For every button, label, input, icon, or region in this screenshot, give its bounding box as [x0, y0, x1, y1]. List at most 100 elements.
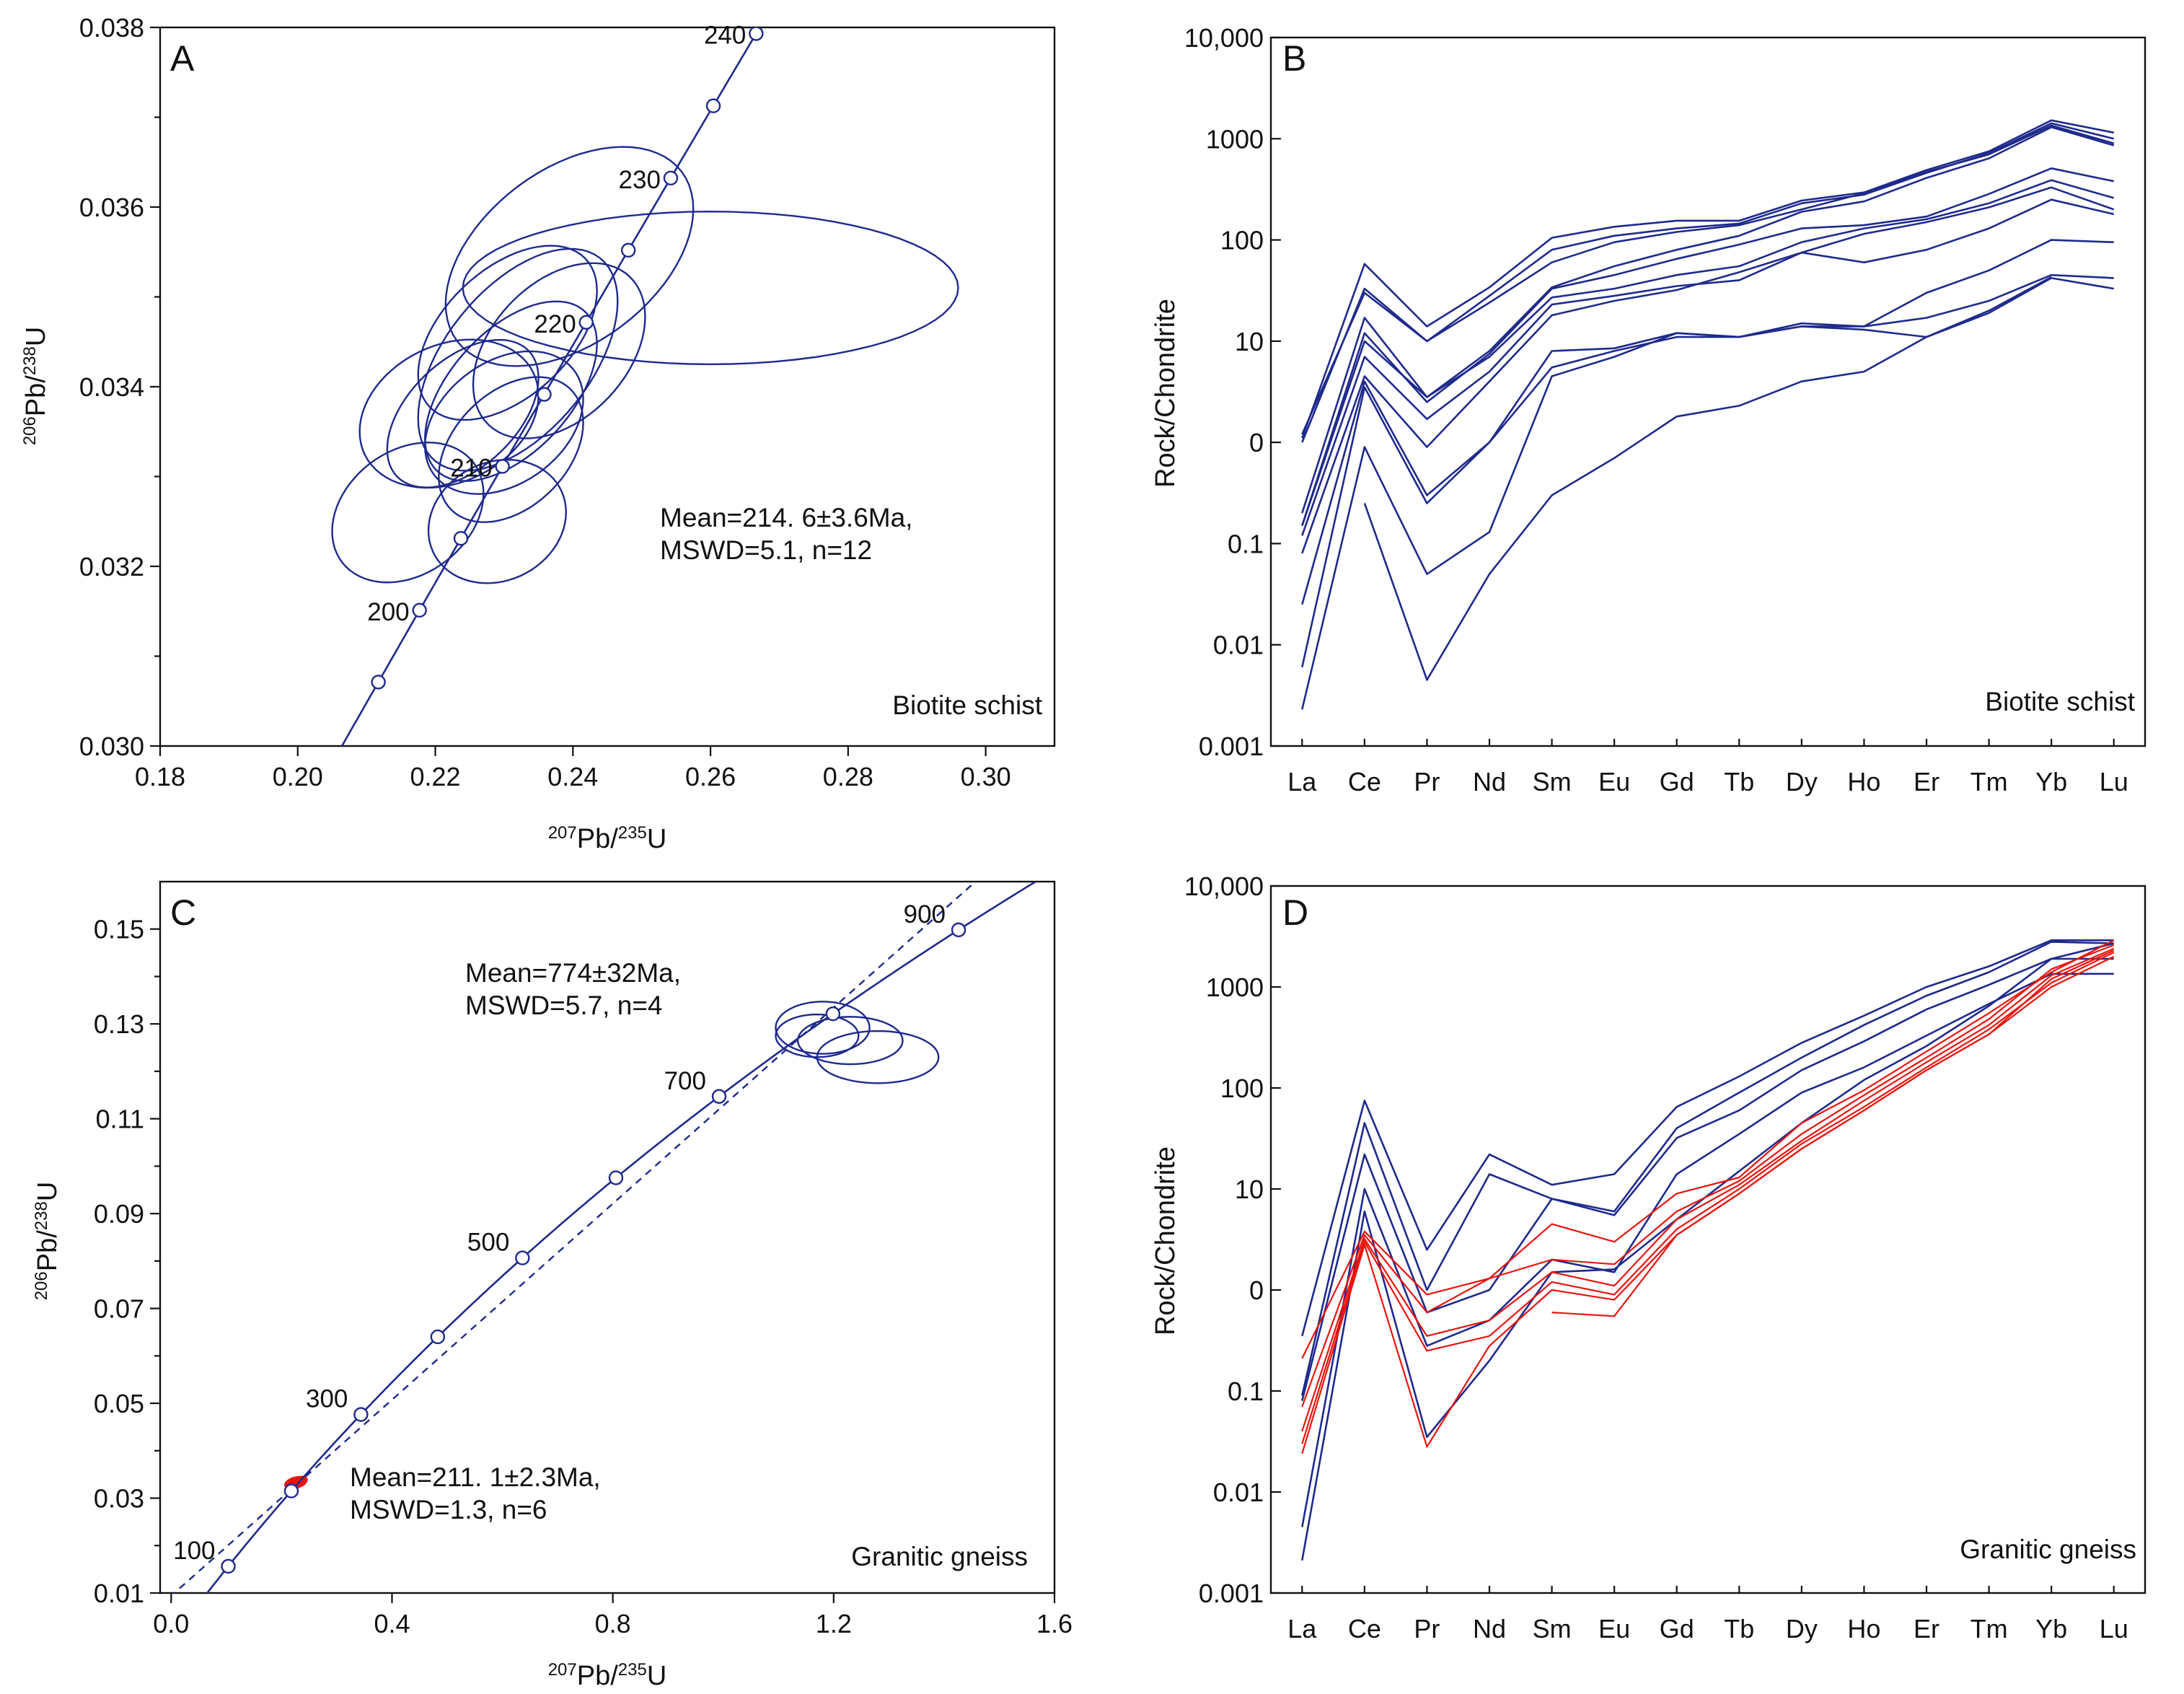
panel-d-series [1301, 939, 2115, 1561]
x-tick-label: 1.2 [816, 1609, 852, 1638]
concordia-age-label: 300 [306, 1385, 348, 1413]
panel-a-x-title-main: Pb/ [577, 824, 618, 854]
x-category-label: Er [1914, 767, 1939, 796]
x-category-label: Tb [1724, 767, 1754, 796]
ree-pattern-line [1301, 944, 2115, 1408]
concordia-age-marker [371, 675, 386, 690]
ree-pattern-line [1301, 119, 2114, 439]
ree-pattern-line [1301, 942, 2115, 1561]
y-tick-label: 0.032 [79, 552, 144, 582]
panel-b-y-title: Rock/Chondrite [1150, 299, 1181, 488]
x-tick-label: 1.6 [1036, 1609, 1073, 1638]
panel-a-y-title-pre: 206 [20, 416, 40, 445]
panel-a-concordia: 0.18 0.20 0.22 0.24 0.26 0.28 0.30 0.0300.0320… [20, 13, 1056, 855]
x-tick-label: 0.28 [823, 762, 873, 791]
panel-c-annotation-upper-line1: Mean=774±32Ma, [465, 958, 681, 988]
y-tick-label: 0.1 [1228, 1377, 1264, 1406]
concordia-age-marker [537, 387, 552, 402]
ree-pattern-line [1301, 273, 2114, 668]
x-category-label: Nd [1473, 1614, 1506, 1643]
panel-c-y-title-post: U [32, 1182, 63, 1201]
x-category-label: Eu [1598, 1614, 1630, 1643]
ree-pattern-line [1301, 939, 2115, 1359]
ree-pattern-line [1301, 198, 2114, 554]
y-tick-label: 10 [1235, 1175, 1264, 1204]
concordia-age-marker [515, 1250, 530, 1265]
panel-c-x-title-sup: 235 [618, 1660, 647, 1680]
panel-c-x-title-main: Pb/ [577, 1661, 618, 1691]
concordia-age-marker [412, 602, 427, 618]
x-category-label: Yb [2035, 1614, 2067, 1643]
ree-pattern-line [1301, 186, 2115, 536]
panel-c-frame [159, 880, 1056, 1594]
panel-c-y-ticks: 0.01 0.03 0.05 0.07 0.09 0.11 0.13 0.15 [94, 915, 160, 1608]
y-tick-label: 0.11 [96, 1105, 144, 1134]
x-category-label: Er [1914, 1614, 1939, 1643]
ree-pattern-line [1301, 957, 2114, 1401]
panel-d-sample-label: Granitic gneiss [1960, 1535, 2136, 1564]
panel-c-annotation-lower-line2: MSWD=1.3, n=6 [350, 1495, 547, 1524]
concordia-age-label: 700 [664, 1067, 706, 1095]
panel-c-y-title-pre: 206 [32, 1271, 51, 1300]
panel-a-letter: A [170, 38, 195, 79]
panel-a-y-title-main: Pb/ [21, 375, 51, 416]
x-tick-label: 0.18 [135, 762, 185, 791]
concordia-age-marker [705, 98, 721, 113]
concordia-age-marker [495, 459, 510, 474]
y-tick-label: 1000 [1206, 973, 1264, 1002]
concordia-age-label: 500 [467, 1229, 509, 1257]
concordia-age-marker [749, 27, 764, 41]
concordia-age-label: 240 [704, 22, 746, 50]
concordia-age-marker [453, 530, 469, 546]
y-tick-label: 0.13 [94, 1009, 144, 1039]
x-category-label: Tb [1724, 1614, 1754, 1643]
error-ellipse [438, 376, 584, 523]
discordia-line [172, 882, 977, 1593]
error-ellipse [423, 350, 584, 495]
x-category-label: Ce [1348, 767, 1381, 796]
x-category-label: Lu [2100, 767, 2128, 796]
panel-b-sample-label: Biotite schist [1985, 687, 2135, 716]
concordia-age-marker [951, 922, 966, 938]
panel-d-letter: D [1282, 892, 1308, 933]
panel-b-ticks: 0.001 0.01 0.1 0 10 100 1000 10,000 La Ce Pr Nd Sm Eu… [1184, 23, 2128, 796]
panel-a-x-title-sup: 235 [618, 823, 647, 843]
ree-pattern-line [1301, 179, 2115, 527]
panel-a-x-title-pre: 207 [548, 823, 577, 843]
ree-pattern-line [1301, 124, 2115, 435]
y-tick-label: 100 [1220, 226, 1264, 255]
panel-c-discordia-line [172, 882, 977, 1593]
error-ellipse [417, 245, 598, 421]
panel-b-ree: 0.001 0.01 0.1 0 10 100 1000 10,000 La Ce Pr Nd Sm Eu… [1150, 23, 2146, 796]
panel-a-x-title: 207Pb/235U [548, 823, 667, 855]
x-category-label: Yb [2035, 767, 2067, 796]
panel-c-y-title-sup: 238 [32, 1201, 51, 1230]
y-tick-label: 0 [1249, 1276, 1264, 1305]
x-tick-label: 0.24 [547, 762, 598, 791]
concordia-age-marker [578, 315, 594, 330]
y-tick-label: 0.036 [79, 193, 144, 222]
panel-a-annotation-line2: MSWD=5.1, n=12 [660, 535, 872, 565]
ree-pattern-line [1301, 277, 2114, 710]
x-category-label: Nd [1473, 767, 1506, 796]
error-ellipse [462, 210, 959, 366]
x-tick-label: 0.26 [685, 762, 736, 791]
panel-a-y-title: 206Pb/238U [20, 327, 52, 446]
error-ellipse [386, 338, 540, 488]
x-tick-label: 0.0 [153, 1609, 189, 1638]
concordia-age-marker [608, 1170, 624, 1185]
x-category-label: Tm [1971, 1614, 2008, 1643]
y-tick-label: 0 [1249, 428, 1264, 457]
ree-pattern-line [1363, 276, 2052, 681]
y-tick-label: 10,000 [1184, 23, 1264, 53]
panel-a-sample-label: Biotite schist [892, 690, 1042, 720]
panel-c-x-title-post: U [647, 1661, 666, 1691]
concordia-age-marker [353, 1407, 369, 1422]
panel-d-y-title: Rock/Chondrite [1150, 1146, 1181, 1335]
ree-pattern-line [1301, 947, 2115, 1432]
error-ellipse [444, 146, 695, 367]
concordia-age-marker [283, 1483, 299, 1498]
concordia-age-label: 200 [367, 598, 409, 626]
panel-a-y-title-post: U [21, 327, 51, 346]
